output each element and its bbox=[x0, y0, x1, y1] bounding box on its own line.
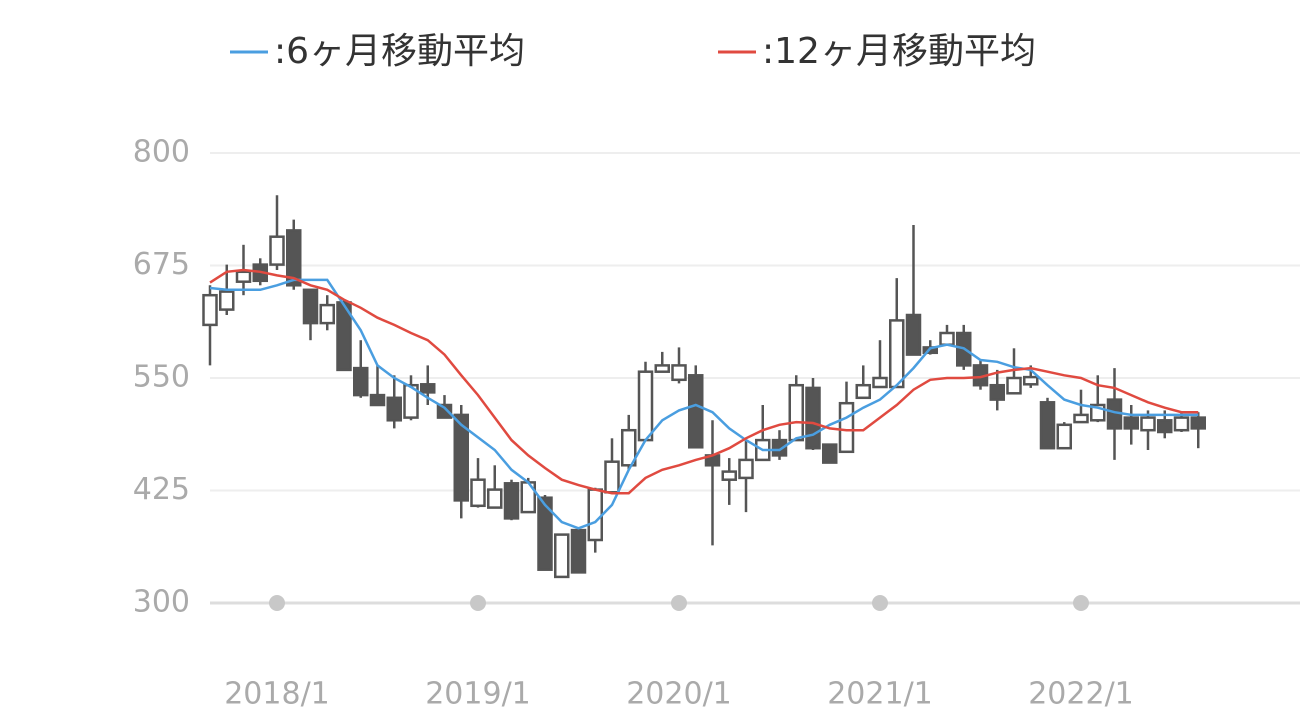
candle-body bbox=[621, 428, 637, 467]
y-tick-label: 300 bbox=[133, 585, 190, 620]
candle-body bbox=[838, 401, 855, 454]
x-tick-dot bbox=[1073, 595, 1089, 611]
candle-body bbox=[771, 438, 788, 457]
candle-body bbox=[537, 496, 553, 571]
candle-body bbox=[1190, 416, 1206, 430]
candle-body bbox=[1123, 416, 1139, 430]
y-tick-label: 425 bbox=[133, 472, 190, 507]
candle-body bbox=[235, 270, 252, 283]
candle-body bbox=[721, 470, 737, 481]
x-tick-dot bbox=[872, 595, 888, 611]
candle-body bbox=[738, 458, 754, 480]
candle-body bbox=[420, 383, 436, 394]
candle-body bbox=[336, 301, 352, 372]
candle-body bbox=[286, 229, 302, 287]
x-tick-dot bbox=[269, 595, 285, 611]
x-tick-dot bbox=[671, 595, 687, 611]
ma-line bbox=[209, 268, 1199, 495]
x-tick-label: 2022/1 bbox=[1028, 677, 1134, 712]
candle-body bbox=[1073, 413, 1089, 424]
candle-body bbox=[788, 383, 804, 442]
candle-body bbox=[503, 482, 520, 520]
candle-body bbox=[302, 288, 319, 325]
candle-body bbox=[487, 488, 503, 509]
candle-body bbox=[822, 443, 838, 464]
candle-body bbox=[805, 386, 821, 450]
candle-body bbox=[219, 290, 235, 311]
candle-body bbox=[554, 533, 570, 579]
y-tick-label: 800 bbox=[133, 135, 190, 170]
candle-body bbox=[688, 374, 704, 449]
candle-body bbox=[386, 396, 402, 422]
x-tick-dot bbox=[470, 595, 486, 611]
candle-body bbox=[1140, 416, 1156, 432]
candle-body bbox=[403, 383, 419, 419]
candle-body bbox=[319, 303, 335, 325]
candle-body bbox=[1056, 423, 1072, 450]
x-tick-label: 2018/1 bbox=[224, 677, 330, 712]
candle-body bbox=[604, 460, 620, 494]
candle-body bbox=[905, 313, 922, 356]
candle-body bbox=[453, 413, 469, 502]
x-tick-label: 2020/1 bbox=[626, 677, 732, 712]
candle-body bbox=[637, 370, 654, 442]
x-tick-label: 2019/1 bbox=[425, 677, 531, 712]
candle-body bbox=[889, 319, 905, 389]
candle-body bbox=[587, 488, 603, 542]
candle-body bbox=[939, 331, 955, 346]
ma-line bbox=[209, 278, 1199, 530]
legend-label: :12ヶ月移動平均 bbox=[762, 31, 1036, 72]
candle-body bbox=[436, 403, 453, 419]
legend-label: :6ヶ月移動平均 bbox=[274, 31, 525, 72]
candle-body bbox=[654, 364, 670, 373]
candle-body bbox=[872, 376, 888, 389]
candle-body bbox=[855, 383, 871, 400]
candle-body bbox=[369, 393, 386, 407]
y-tick-label: 550 bbox=[133, 360, 190, 395]
candle-body bbox=[1173, 416, 1190, 432]
candle-body bbox=[1039, 401, 1056, 450]
y-tick-label: 675 bbox=[133, 247, 190, 282]
candle-body bbox=[570, 528, 587, 574]
candle-body bbox=[671, 364, 687, 382]
candle-body bbox=[269, 235, 285, 266]
candle-body bbox=[989, 383, 1005, 401]
candle-body bbox=[1006, 376, 1022, 395]
candle-body bbox=[1023, 375, 1039, 386]
x-tick-label: 2021/1 bbox=[827, 677, 933, 712]
candle-body bbox=[1157, 419, 1173, 434]
candle-body bbox=[202, 293, 218, 327]
candle-body bbox=[353, 366, 369, 397]
candle-body bbox=[470, 478, 486, 508]
